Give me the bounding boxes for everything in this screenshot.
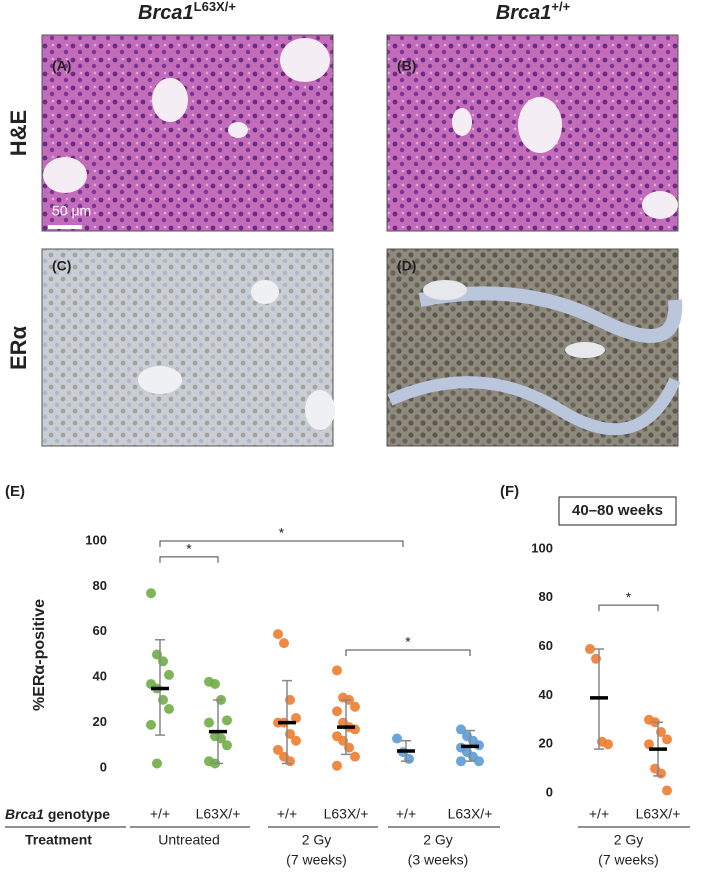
dot [152,758,162,769]
dot [291,713,301,724]
panel-label: (A) [52,58,71,74]
column-header: Brca1L63X/+ [138,0,236,24]
treatment-label: Untreated [158,832,219,848]
row-label: Treatment [25,832,92,848]
row-label: ERα [6,325,31,370]
category-label: L63X/+ [636,806,681,822]
gene: Brca1 [5,806,44,822]
dot [222,715,232,726]
significance-label: * [186,541,192,557]
title-box [558,496,677,526]
dot [603,739,613,750]
dot [456,756,466,767]
dot [332,706,342,717]
y-tick-label: 80 [93,578,107,593]
y-tick-label: 20 [539,736,553,751]
significance-bracket [159,540,404,547]
panel-label: (D) [397,258,416,274]
y-tick-label: 40 [93,669,107,684]
treatment-label: (7 weeks) [598,852,659,868]
genotype: genotype [48,806,110,822]
y-tick-label: 20 [93,714,107,729]
treatment-label: (7 weeks) [286,852,347,868]
y-tick-label: 0 [100,759,107,774]
dot [644,739,654,750]
dot [392,733,402,744]
dot [662,734,672,745]
panel-label: (F) [500,483,519,500]
image-a [41,34,334,232]
treatment-label: 2 Gy [302,832,332,848]
column-header: Brca1+/+ [496,0,571,24]
dot [279,638,289,649]
dot [332,760,342,771]
treatment-label: (3 weeks) [408,852,469,868]
dot [273,744,283,755]
y-axis-label: %ERα-positive [31,599,48,711]
dot [350,751,360,762]
significance-label: * [626,589,632,605]
category-label: L63X/+ [448,806,493,822]
category-label: +/+ [396,806,416,822]
y-tick-label: 100 [531,540,553,555]
dot [585,644,595,655]
scale-bar-label: 50 μm [52,203,91,219]
significance-bracket [345,649,471,656]
y-tick-label: 100 [85,532,107,547]
dot [662,785,672,796]
dot [146,588,156,599]
image-b [386,34,679,232]
category-label: +/+ [150,806,170,822]
dot [273,629,283,640]
dot [222,740,232,751]
dot [291,735,301,746]
dot [164,669,174,680]
dot [146,719,156,730]
panel-label: (B) [397,58,416,74]
dot [350,701,360,712]
y-tick-label: 40 [539,687,553,702]
category-label: +/+ [589,806,609,822]
treatment-label: 2 Gy [423,832,453,848]
dot [164,703,174,714]
y-tick-label: 60 [539,638,553,653]
chart-title: 40–80 weeks [572,502,663,519]
category-label: L63X/+ [196,806,241,822]
significance-bracket [598,604,659,612]
y-tick-label: 60 [93,623,107,638]
y-tick-label: 80 [539,589,553,604]
panel-label: (C) [52,258,71,274]
category-label: L63X/+ [324,806,369,822]
row-label: H&E [6,110,31,156]
significance-label: * [279,525,285,541]
treatment-label: 2 Gy [614,832,644,848]
dot [474,756,484,767]
image-d [386,248,683,447]
dot [332,665,342,676]
dot [210,679,220,690]
image-c [41,248,335,447]
category-label: +/+ [277,806,297,822]
dot [204,717,214,728]
y-tick-label: 0 [546,784,553,799]
significance-label: * [405,634,411,650]
row-label: Brca1 genotype [5,806,110,822]
panel-label: (E) [5,483,25,500]
significance-bracket [159,556,219,563]
dot [456,724,466,735]
